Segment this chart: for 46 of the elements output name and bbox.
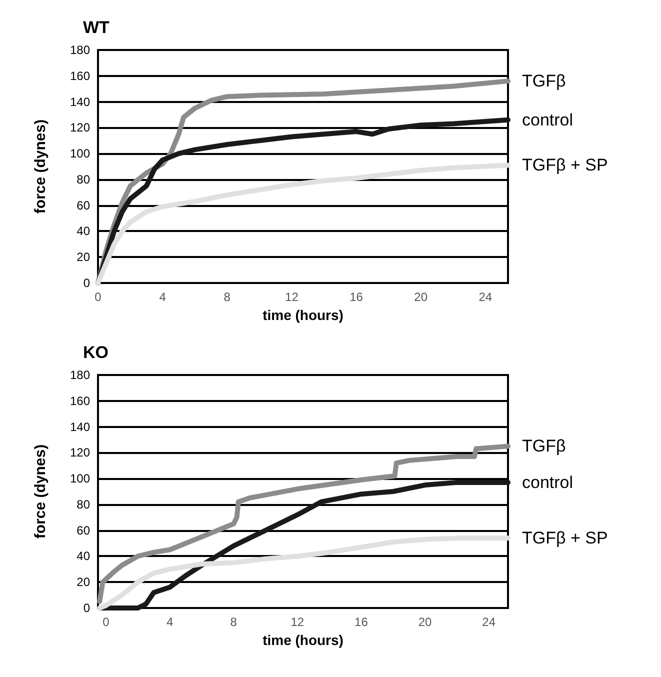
y-tick-label: 0 bbox=[83, 601, 90, 615]
x-tick-label: 20 bbox=[418, 615, 432, 629]
y-tick-label: 20 bbox=[76, 250, 90, 264]
y-tick-label: 120 bbox=[70, 446, 90, 460]
y-tick-label: 60 bbox=[76, 198, 90, 212]
x-tick-label: 4 bbox=[166, 615, 174, 629]
y-tick-label: 40 bbox=[76, 549, 90, 564]
y-tick-label: 180 bbox=[70, 43, 90, 57]
y-tick-label: 0 bbox=[83, 276, 90, 290]
y-tick-label: 160 bbox=[70, 68, 90, 83]
x-tick-label: 8 bbox=[224, 290, 231, 304]
y-tick-label: 60 bbox=[76, 523, 90, 538]
series-label: TGFβ bbox=[522, 436, 566, 456]
y-tick-label: 140 bbox=[70, 420, 90, 434]
y-tick-label: 80 bbox=[76, 497, 90, 512]
y-tick-label: 180 bbox=[70, 368, 90, 382]
x-tick-label: 20 bbox=[414, 290, 428, 304]
y-axis-title: force (dynes) bbox=[32, 119, 49, 214]
x-tick-label: 24 bbox=[478, 290, 492, 304]
x-tick-label: 16 bbox=[354, 615, 368, 629]
x-axis-title: time (hours) bbox=[262, 306, 344, 323]
series-label: control bbox=[522, 110, 574, 130]
x-tick-label: 4 bbox=[159, 290, 166, 304]
x-tick-label: 12 bbox=[285, 290, 299, 304]
y-tick-label: 120 bbox=[70, 120, 90, 135]
y-tick-label: 80 bbox=[76, 172, 90, 186]
x-tick-label: 8 bbox=[230, 615, 238, 629]
x-axis-title: time (hours) bbox=[262, 632, 344, 648]
x-tick-label: 0 bbox=[94, 290, 102, 304]
y-tick-label: 100 bbox=[70, 472, 90, 486]
x-tick-label: 24 bbox=[482, 615, 496, 629]
x-tick-label: 16 bbox=[350, 290, 364, 304]
chart-title: KO bbox=[83, 343, 108, 362]
y-tick-label: 140 bbox=[70, 94, 90, 109]
x-tick-label: 0 bbox=[102, 615, 110, 629]
x-tick-label: 12 bbox=[290, 615, 304, 629]
series-label: TGFβ + SP bbox=[522, 528, 608, 548]
series-label: control bbox=[522, 472, 574, 492]
y-tick-label: 40 bbox=[76, 224, 90, 238]
y-tick-label: 20 bbox=[76, 575, 90, 590]
series-label: TGFβ + SP bbox=[522, 156, 608, 175]
chart-title: WT bbox=[83, 18, 110, 37]
y-tick-label: 160 bbox=[70, 394, 90, 408]
y-tick-label: 100 bbox=[70, 146, 90, 161]
series-label: TGFβ bbox=[522, 72, 566, 91]
y-axis-title: force (dynes) bbox=[32, 444, 49, 539]
